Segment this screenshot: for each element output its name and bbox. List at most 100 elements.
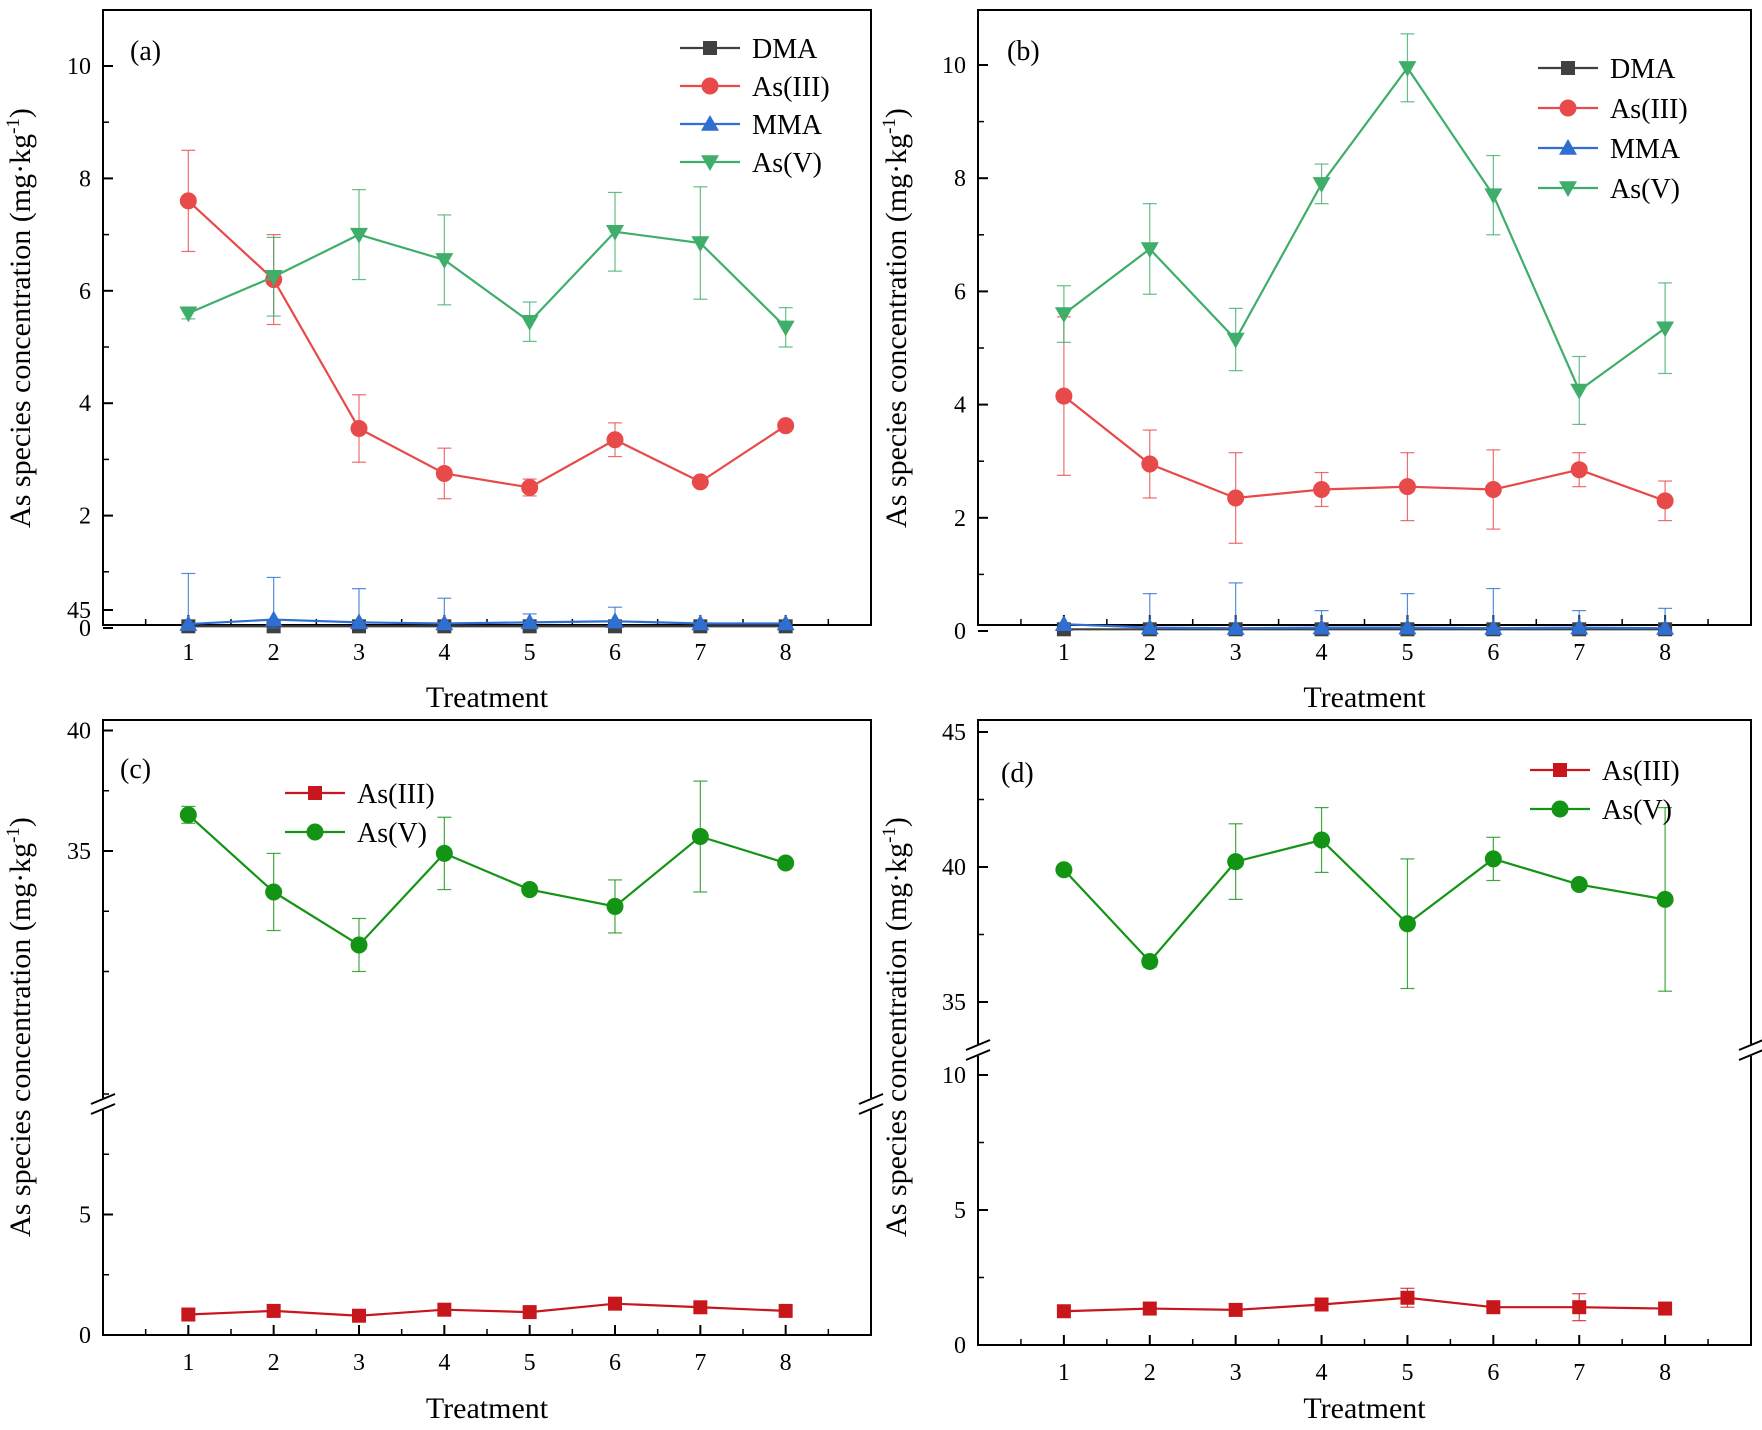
data-point [1054,307,1073,324]
x-tick-label: 8 [1659,640,1671,666]
x-tick-label: 3 [1230,1360,1242,1386]
data-point [1312,177,1331,193]
axis-break-mark [965,1039,991,1051]
x-tick-label: 1 [182,1350,194,1376]
y-axis-label-main: As species concentration (mg·kg [4,843,37,1237]
data-point [179,615,198,631]
data-point [1570,876,1588,894]
legend-label: DMA [752,34,818,65]
data-point [521,881,539,899]
data-point [1570,618,1589,635]
data-point [1227,853,1245,871]
data-point [606,431,624,449]
x-tick-label: 3 [353,1350,365,1376]
data-point [777,854,795,872]
y-axis-label-superscript: -1 [879,118,900,134]
data-point [1398,618,1417,635]
data-point [1570,383,1589,400]
legend-marker [308,786,322,800]
data-point [1486,1300,1501,1315]
series-asiii [1056,1287,1673,1322]
data-point [1570,461,1588,479]
data-point [520,613,539,630]
y-tick-label: 6 [79,279,91,305]
data-point [1656,492,1674,510]
y-tick-label: 0 [954,1333,966,1359]
legend-label: As(V) [357,818,427,849]
data-point [1484,850,1502,868]
data-point [1400,1290,1415,1305]
x-tick-label: 3 [1230,640,1242,666]
y-tick-label: 0 [79,1323,91,1349]
x-axis-label: Treatment [426,1392,549,1425]
legend-label: As(III) [1602,756,1680,787]
y-tick-label: 2 [954,506,966,532]
y-tick-label: 35 [942,990,966,1016]
y-tick-label: 10 [67,54,91,80]
data-point [266,1303,281,1318]
legend-label: DMA [1610,54,1676,85]
series-line [1063,395,1666,502]
y-axis-label-close: ) [880,817,913,827]
legend-marker [306,823,324,841]
data-point [778,1303,793,1318]
x-tick-label: 5 [524,640,536,666]
axis-break-gap-left [100,1098,106,1110]
legend-marker [1559,99,1577,117]
y-tick-label: 8 [954,166,966,192]
series-asiii [181,1296,793,1323]
data-point [179,306,198,323]
data-point [435,614,454,631]
legend-label: As(III) [357,779,435,810]
legend-label: As(III) [1610,94,1688,125]
axis-break-mark [965,1049,991,1061]
x-tick-label: 4 [438,1350,450,1376]
series-line [1063,623,1666,630]
x-tick-label: 4 [1316,1360,1328,1386]
x-tick-label: 2 [268,640,280,666]
x-tick-label: 2 [1144,1360,1156,1386]
data-point [179,192,197,210]
x-axis-label: Treatment [426,681,549,714]
data-point [1227,489,1245,507]
data-point [1141,455,1159,473]
legend-marker [703,41,717,55]
data-point [776,614,795,631]
x-tick-label: 1 [1058,1360,1070,1386]
series-line [1063,1296,1666,1313]
x-tick-label: 7 [1573,640,1585,666]
data-point [691,236,710,253]
panel-label: (b) [1007,36,1040,67]
y-axis-label-superscript: -1 [3,118,24,134]
y-axis-label-close: ) [880,108,913,118]
y-axis-label: As species concentration (mg·kg-1) [3,108,37,528]
y-axis-label: As species concentration (mg·kg-1) [879,108,913,528]
series-asiii [179,149,795,500]
data-point [264,270,283,286]
data-point [777,417,795,435]
y-tick-label: 0 [954,619,966,645]
series-asv [179,186,795,348]
series-mma [1054,582,1675,635]
y-tick-label: 5 [79,1203,91,1229]
legend-label: As(V) [1602,795,1672,826]
x-tick-label: 7 [694,1350,706,1376]
series-line [188,618,786,626]
y-axis-label-main: As species concentration (mg·kg [880,134,913,528]
x-tick-label: 5 [524,1350,536,1376]
panel-label: (a) [130,36,161,67]
data-point [1312,618,1331,635]
x-tick-label: 1 [182,640,194,666]
data-point [693,1300,708,1315]
y-tick-label: 6 [954,279,966,305]
data-point [1398,478,1416,496]
legend-label: As(III) [752,72,830,103]
axis-break-gap-left [975,1044,981,1056]
data-point [350,419,368,437]
y-tick-label: 0 [79,616,91,642]
data-point [1656,321,1675,338]
